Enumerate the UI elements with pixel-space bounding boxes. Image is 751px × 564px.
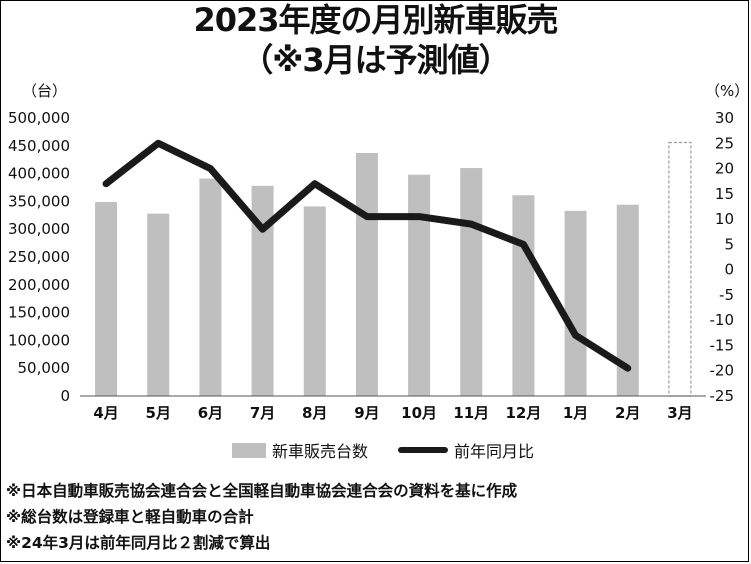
- bar: [251, 185, 274, 396]
- left-tick-label: 300,000: [8, 220, 70, 238]
- right-tick-label: -10: [710, 311, 735, 329]
- legend-line-label: 前年同月比: [454, 442, 535, 461]
- x-tick-label: 6月: [198, 404, 223, 422]
- right-tick-label: 25: [715, 134, 734, 152]
- left-tick-label: 200,000: [8, 276, 70, 294]
- x-tick-label: 9月: [354, 404, 379, 422]
- right-tick-label: 20: [715, 160, 734, 178]
- left-tick-label: 450,000: [8, 137, 70, 155]
- chart-legend: 新車販売台数 前年同月比: [0, 438, 751, 462]
- x-tick-label: 2月: [615, 404, 640, 422]
- x-tick-label: 8月: [302, 404, 327, 422]
- footnotes: ※日本自動車販売協会連合会と全国軽自動車協会連合会の資料を基に作成 ※総台数は登…: [6, 478, 746, 556]
- right-tick-label: -20: [710, 362, 735, 380]
- left-tick-label: 0: [60, 387, 70, 405]
- x-tick-label: 5月: [146, 404, 171, 422]
- x-tick-label: 1月: [563, 404, 588, 422]
- bar: [147, 213, 170, 396]
- x-tick-label: 11月: [453, 404, 489, 422]
- left-axis-unit: （台）: [22, 82, 67, 100]
- bar: [460, 168, 483, 396]
- bar: [564, 210, 587, 396]
- right-tick-label: -15: [710, 336, 735, 354]
- bar: [199, 178, 222, 396]
- legend-item-bar: 新車販売台数: [232, 438, 368, 462]
- right-tick-label: -25: [710, 387, 735, 405]
- legend-bar-label: 新車販売台数: [272, 442, 369, 461]
- right-tick-label: 0: [724, 261, 734, 279]
- x-tick-label: 10月: [401, 404, 437, 422]
- bar: [408, 174, 431, 396]
- bar-estimated: [668, 141, 692, 397]
- line-swatch: [398, 447, 448, 453]
- footnote: ※日本自動車販売協会連合会と全国軽自動車協会連合会の資料を基に作成: [6, 482, 518, 500]
- left-tick-label: 500,000: [8, 109, 70, 127]
- right-tick-label: 30: [715, 109, 734, 127]
- bar: [95, 201, 118, 396]
- bar-swatch: [232, 442, 266, 458]
- right-axis-unit: （%）: [705, 82, 749, 100]
- x-tick-label: 4月: [93, 404, 118, 422]
- bar: [616, 204, 639, 396]
- right-tick-label: 5: [724, 235, 734, 253]
- x-tick-label: 7月: [250, 404, 275, 422]
- right-tick-label: 15: [715, 185, 734, 203]
- left-tick-label: 400,000: [8, 165, 70, 183]
- left-tick-label: 150,000: [8, 304, 70, 322]
- left-tick-label: 350,000: [8, 192, 70, 210]
- footnote: ※24年3月は前年同月比２割減で算出: [6, 534, 271, 552]
- bar: [303, 206, 326, 396]
- footnote: ※総台数は登録車と軽自動車の合計: [6, 508, 254, 526]
- chart-title: 2023年度の月別新車販売: [193, 1, 558, 39]
- right-tick-label: -5: [719, 286, 734, 304]
- left-tick-label: 50,000: [18, 359, 71, 377]
- legend-item-line: 前年同月比: [398, 438, 534, 462]
- x-tick-label: 12月: [505, 404, 541, 422]
- bar: [355, 153, 378, 396]
- bar: [512, 195, 535, 396]
- left-tick-label: 100,000: [8, 331, 70, 349]
- left-tick-label: 250,000: [8, 248, 70, 266]
- chart-subtitle: （※3月は予測値）: [241, 41, 510, 79]
- x-tick-label: 3月: [667, 404, 692, 422]
- right-tick-label: 10: [715, 210, 734, 228]
